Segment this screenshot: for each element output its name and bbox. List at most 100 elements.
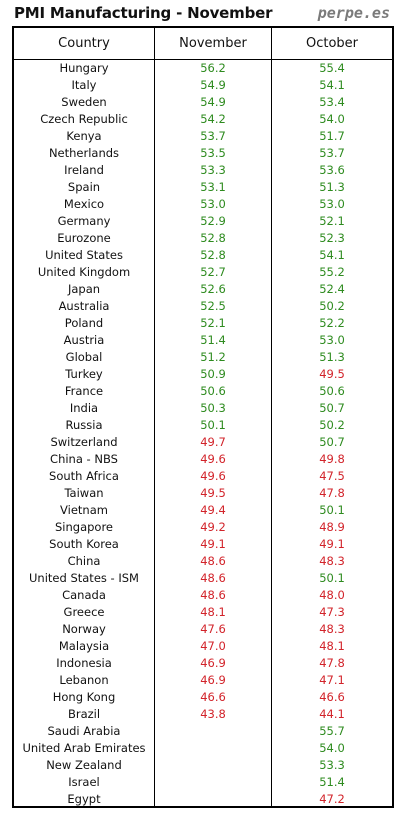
- november-value: 46.9: [200, 656, 226, 670]
- country-cell: New Zealand: [46, 758, 122, 772]
- table-row: Eurozone 52.8 52.3: [14, 230, 392, 247]
- country-cell: Japan: [67, 282, 101, 296]
- country-cell: Russia: [65, 418, 103, 432]
- table-row: Sweden 54.9 53.4: [14, 94, 392, 111]
- country-cell: China: [67, 554, 101, 568]
- october-value: 48.9: [319, 520, 345, 534]
- page-title: PMI Manufacturing - November: [14, 4, 273, 22]
- country-cell: United Kingdom: [37, 265, 131, 279]
- column-header-country: Country: [58, 36, 110, 51]
- country-cell: Eurozone: [57, 231, 111, 245]
- table-row: Lebanon 46.9 47.1: [14, 672, 392, 689]
- november-value: 49.6: [200, 452, 226, 466]
- table-row: Global 51.2 51.3: [14, 349, 392, 366]
- october-value: 46.6: [319, 690, 345, 704]
- november-value: 54.2: [200, 112, 226, 126]
- country-cell: Global: [65, 350, 103, 364]
- table-row: Hungary 56.2 55.4: [14, 60, 392, 77]
- country-cell: Hong Kong: [52, 690, 116, 704]
- table-row: Vietnam 49.4 50.1: [14, 502, 392, 519]
- october-value: 53.7: [319, 146, 345, 160]
- november-value: 56.2: [200, 61, 226, 75]
- october-value: 49.5: [319, 367, 345, 381]
- country-cell: Canada: [62, 588, 106, 602]
- column-header-november: November: [179, 36, 247, 51]
- country-cell: France: [64, 384, 104, 398]
- table-row: United Kingdom 52.7 55.2: [14, 264, 392, 281]
- table-row: India 50.3 50.7: [14, 400, 392, 417]
- october-value: 51.4: [319, 775, 345, 789]
- table-row: Saudi Arabia 55.7: [14, 723, 392, 740]
- october-value: 50.2: [319, 299, 345, 313]
- october-value: 47.1: [319, 673, 345, 687]
- table-row: Israel 51.4: [14, 774, 392, 791]
- october-value: 51.3: [319, 180, 345, 194]
- header-divider: [14, 59, 392, 60]
- table-row: Australia 52.5 50.2: [14, 298, 392, 315]
- november-value: [155, 774, 271, 791]
- table-row: Turkey 50.9 49.5: [14, 366, 392, 383]
- november-value: 52.7: [200, 265, 226, 279]
- november-value: 49.1: [200, 537, 226, 551]
- country-cell: Austria: [63, 333, 105, 347]
- country-cell: Czech Republic: [40, 112, 128, 126]
- november-value: 47.0: [200, 639, 226, 653]
- october-value: 55.7: [319, 724, 345, 738]
- october-value: 47.3: [319, 605, 345, 619]
- november-value: [155, 791, 271, 808]
- november-value: 52.8: [200, 248, 226, 262]
- country-cell: Ireland: [64, 163, 104, 177]
- table-body: Hungary 56.2 55.4 Italy 54.9 54.1 Sweden 54.9 53…: [14, 60, 392, 808]
- october-value: 50.7: [319, 435, 345, 449]
- october-value: 50.1: [319, 503, 345, 517]
- october-value: 54.0: [319, 741, 345, 755]
- november-value: 49.2: [200, 520, 226, 534]
- table-row: Switzerland 49.7 50.7: [14, 434, 392, 451]
- country-cell: Kenya: [66, 129, 102, 143]
- table-row: Mexico 53.0 53.0: [14, 196, 392, 213]
- table-row: Netherlands 53.5 53.7: [14, 145, 392, 162]
- table-row: Canada 48.6 48.0: [14, 587, 392, 604]
- october-value: 52.4: [319, 282, 345, 296]
- column-divider-2: [271, 28, 272, 806]
- october-value: 54.1: [319, 248, 345, 262]
- november-value: 50.6: [200, 384, 226, 398]
- november-value: 49.5: [200, 486, 226, 500]
- country-cell: Norway: [62, 622, 106, 636]
- november-value: [155, 757, 271, 774]
- november-value: 48.6: [200, 588, 226, 602]
- october-value: 52.3: [319, 231, 345, 245]
- country-cell: Italy: [71, 78, 97, 92]
- header: PMI Manufacturing - November perpe.es: [0, 0, 404, 26]
- table-row: United Arab Emirates 54.0: [14, 740, 392, 757]
- table-row: Malaysia 47.0 48.1: [14, 638, 392, 655]
- table-row: Greece 48.1 47.3: [14, 604, 392, 621]
- country-cell: Hungary: [59, 61, 109, 75]
- october-value: 54.1: [319, 78, 345, 92]
- october-value: 53.0: [319, 333, 345, 347]
- november-value: 50.9: [200, 367, 226, 381]
- table-row: Ireland 53.3 53.6: [14, 162, 392, 179]
- november-value: 54.9: [200, 95, 226, 109]
- country-cell: Saudi Arabia: [47, 724, 121, 738]
- november-value: 52.8: [200, 231, 226, 245]
- country-cell: Greece: [63, 605, 105, 619]
- november-value: 49.4: [200, 503, 226, 517]
- october-value: 54.0: [319, 112, 345, 126]
- country-cell: Netherlands: [48, 146, 120, 160]
- pmi-table: Country November October Hungary 56.2 55.4…: [12, 26, 394, 808]
- october-value: 55.4: [319, 61, 345, 75]
- october-value: 50.7: [319, 401, 345, 415]
- table-row: Spain 53.1 51.3: [14, 179, 392, 196]
- country-cell: Taiwan: [64, 486, 104, 500]
- country-cell: Indonesia: [56, 656, 112, 670]
- table-row: New Zealand 53.3: [14, 757, 392, 774]
- october-value: 47.8: [319, 486, 345, 500]
- november-value: 53.5: [200, 146, 226, 160]
- country-cell: Egypt: [67, 792, 101, 806]
- october-value: 47.2: [319, 792, 345, 806]
- table-row: Russia 50.1 50.2: [14, 417, 392, 434]
- october-value: 49.1: [319, 537, 345, 551]
- country-cell: Sweden: [61, 95, 107, 109]
- table-row: Norway 47.6 48.3: [14, 621, 392, 638]
